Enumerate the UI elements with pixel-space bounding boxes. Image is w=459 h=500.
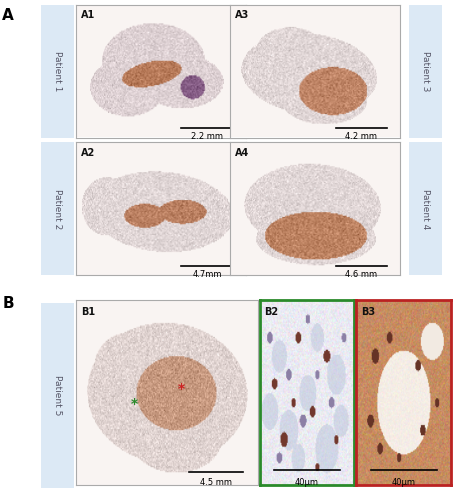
Text: Patient 4: Patient 4 — [420, 188, 429, 229]
Text: 4.5 mm: 4.5 mm — [199, 478, 231, 486]
Text: Patient 3: Patient 3 — [420, 51, 429, 92]
Text: *: * — [130, 396, 137, 410]
Text: A4: A4 — [235, 148, 249, 158]
Text: 40μm: 40μm — [391, 478, 415, 486]
Text: Patient 5: Patient 5 — [53, 375, 62, 415]
Text: A3: A3 — [235, 10, 249, 20]
Text: B3: B3 — [360, 308, 375, 318]
Text: 40μm: 40μm — [294, 478, 319, 486]
Text: 4.2 mm: 4.2 mm — [344, 132, 376, 141]
Text: B1: B1 — [81, 308, 95, 318]
Text: A1: A1 — [81, 10, 95, 20]
Text: 4.7mm: 4.7mm — [192, 270, 221, 278]
Text: B: B — [2, 296, 14, 312]
Text: A: A — [2, 8, 14, 24]
Text: Patient 1: Patient 1 — [53, 51, 62, 92]
Text: Patient 2: Patient 2 — [53, 188, 62, 229]
Text: 4.6 mm: 4.6 mm — [344, 270, 376, 278]
Text: A2: A2 — [81, 148, 95, 158]
Text: 2.2 mm: 2.2 mm — [190, 132, 223, 141]
Text: *: * — [177, 382, 185, 396]
Text: B2: B2 — [264, 308, 278, 318]
